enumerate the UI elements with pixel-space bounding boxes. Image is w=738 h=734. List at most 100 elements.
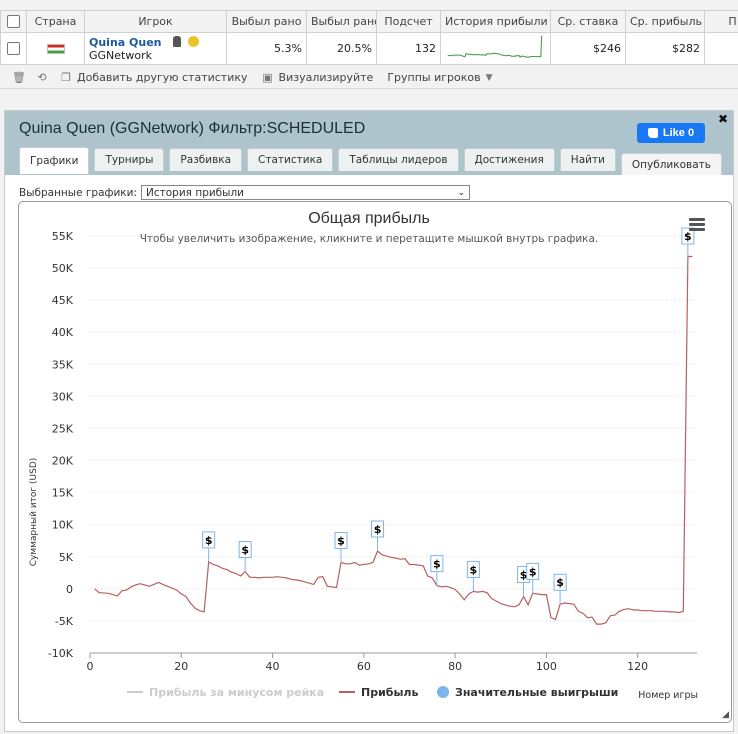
big-win-label: $ (337, 535, 345, 548)
legend-item-big-wins[interactable]: Значительные выигрыши (437, 686, 618, 699)
big-win-label: $ (433, 558, 441, 571)
big-win-label: $ (241, 544, 249, 557)
col-count[interactable]: Подсчет (376, 10, 441, 33)
col-player[interactable]: Игрок (84, 10, 227, 33)
big-win-flag[interactable]: $ (334, 532, 348, 563)
stats-toolbar: 🗑 ⟲ ❐ Добавить другую статистику ▣ Визуа… (0, 67, 738, 89)
big-win-flag[interactable]: $ (553, 573, 567, 605)
profit-series-line[interactable] (94, 255, 693, 625)
chart-grid (90, 235, 697, 654)
player-groups-label: Группы игроков (387, 71, 481, 84)
y-tick-label: 0 (66, 583, 73, 596)
close-icon[interactable]: ✖ (717, 112, 728, 126)
refresh-icon[interactable]: ⟲ (37, 70, 47, 84)
chart-canvas[interactable]: Общая прибыль Чтобы увеличить изображени… (19, 202, 731, 722)
tab-statistics[interactable]: Статистика (247, 148, 334, 171)
chart-select-value: История прибыли (146, 186, 244, 199)
select-all-cell[interactable] (0, 10, 27, 33)
big-win-flag[interactable]: $ (526, 562, 540, 594)
facebook-like-button[interactable]: Like 0 (637, 123, 705, 143)
player-profile-icon[interactable] (173, 35, 182, 47)
avg-stake-value: $246 (550, 32, 626, 65)
copy-icon: ❐ (61, 70, 71, 84)
col-early-out-2[interactable]: Выбыл рано (306, 10, 377, 33)
big-win-label: $ (684, 230, 692, 243)
col-more[interactable]: П (704, 10, 738, 33)
tab-tournaments[interactable]: Турниры (94, 148, 165, 171)
legend-item-net-profit[interactable]: Прибыль за минусом рейка (127, 686, 324, 699)
big-win-flag[interactable]: $ (202, 531, 216, 562)
x-tick-label: 100 (536, 660, 557, 673)
count-value: 132 (376, 32, 441, 65)
profit-sparkline (447, 35, 543, 58)
chevron-down-icon: ⌄ (457, 187, 466, 198)
y-axis-ticks: -10K -5K 0 5K 10K 15K 20K 25K 30K 35K 40K 45K 50K 55K (48, 230, 74, 660)
tab-find[interactable]: Найти (559, 148, 616, 171)
legend-item-profit[interactable]: Прибыль (339, 686, 418, 699)
visualize-label: Визуализируйте (278, 71, 374, 84)
add-stats-label: Добавить другую статистику (77, 71, 248, 84)
col-avg-profit[interactable]: Ср. прибыль (625, 10, 705, 33)
profit-sparkline-cell[interactable] (440, 32, 551, 65)
chart-legend: Прибыль за минусом рейка Прибыль Значите… (127, 686, 618, 699)
y-tick-label: 15K (52, 487, 74, 500)
x-tick-label: 40 (266, 660, 280, 673)
caret-down-icon: ▼ (485, 72, 493, 83)
big-win-flag[interactable]: $ (466, 560, 480, 592)
x-tick-label: 20 (174, 660, 188, 673)
resize-handle-icon[interactable]: ◢ (722, 710, 729, 720)
profit-chart[interactable]: Общая прибыль Чтобы увеличить изображени… (18, 201, 732, 723)
avg-profit-value: $282 (625, 32, 705, 65)
chart-subtitle: Чтобы увеличить изображение, кликните и … (140, 233, 599, 245)
big-win-flag[interactable]: $ (371, 520, 385, 551)
y-axis-label: Суммарный итог (USD) (29, 458, 39, 567)
y-tick-label: 50K (52, 262, 74, 275)
big-win-label: $ (556, 576, 564, 589)
image-icon: ▣ (262, 70, 273, 84)
big-win-flag[interactable]: $ (681, 227, 695, 257)
more-cell (704, 32, 738, 65)
y-tick-label: 35K (52, 358, 74, 371)
y-tick-label: 55K (52, 230, 74, 243)
legend-label-net-profit: Прибыль за минусом рейка (149, 686, 324, 699)
big-win-flags: $$$$$ $ $ $$$ (202, 227, 695, 605)
chart-menu-icon[interactable] (689, 218, 705, 232)
thumbs-up-icon (647, 128, 658, 138)
col-avg-stake[interactable]: Ср. ставка (550, 10, 626, 33)
tab-achievements[interactable]: Достижения (463, 148, 555, 171)
trash-icon[interactable]: 🗑 (12, 70, 26, 84)
tab-leaderboards[interactable]: Таблицы лидеров (338, 148, 459, 171)
big-win-flag[interactable]: $ (238, 541, 252, 572)
big-win-label: $ (470, 563, 478, 576)
col-early-out-1[interactable]: Выбыл рано (226, 10, 307, 33)
x-tick-label: 0 (87, 660, 94, 673)
panel-tabs: Графики Турниры Разбивка Статистика Табл… (19, 147, 722, 175)
chooser-label: Выбранные графики: (19, 186, 138, 199)
select-all-checkbox[interactable] (7, 15, 20, 29)
big-win-label: $ (374, 523, 382, 536)
row-checkbox[interactable] (7, 42, 20, 56)
panel-title: Quina Quen (GGNetwork) Фильтр:SCHEDULED (19, 120, 366, 137)
big-win-label: $ (520, 569, 528, 582)
x-tick-label: 120 (627, 660, 648, 673)
legend-label-profit: Прибыль (361, 686, 418, 699)
y-tick-label: 25K (52, 422, 74, 435)
chart-select[interactable]: История прибыли ⌄ (141, 185, 471, 200)
add-stats-button[interactable]: ❐ Добавить другую статистику (60, 70, 248, 84)
col-country[interactable]: Страна (26, 10, 85, 33)
y-tick-label: 45K (52, 294, 74, 307)
tab-charts[interactable]: Графики (19, 147, 90, 174)
visualize-button[interactable]: ▣ Визуализируйте (262, 70, 374, 84)
y-tick-label: -5K (55, 615, 74, 628)
big-win-label: $ (529, 565, 537, 578)
tab-publish[interactable]: Опубликовать (620, 153, 722, 175)
chart-title: Общая прибыль (308, 210, 430, 227)
player-groups-dropdown[interactable]: Группы игроков ▼ (387, 71, 492, 84)
y-tick-label: 10K (52, 519, 74, 532)
player-name-link[interactable]: Quina Quen (89, 35, 162, 49)
big-win-flag[interactable]: $ (430, 555, 444, 586)
tab-breakdown[interactable]: Разбивка (169, 148, 243, 171)
col-profit-history[interactable]: История прибыли (440, 10, 551, 33)
player-network: GGNetwork (89, 48, 152, 62)
early-out-1-value: 5.3% (226, 32, 307, 65)
